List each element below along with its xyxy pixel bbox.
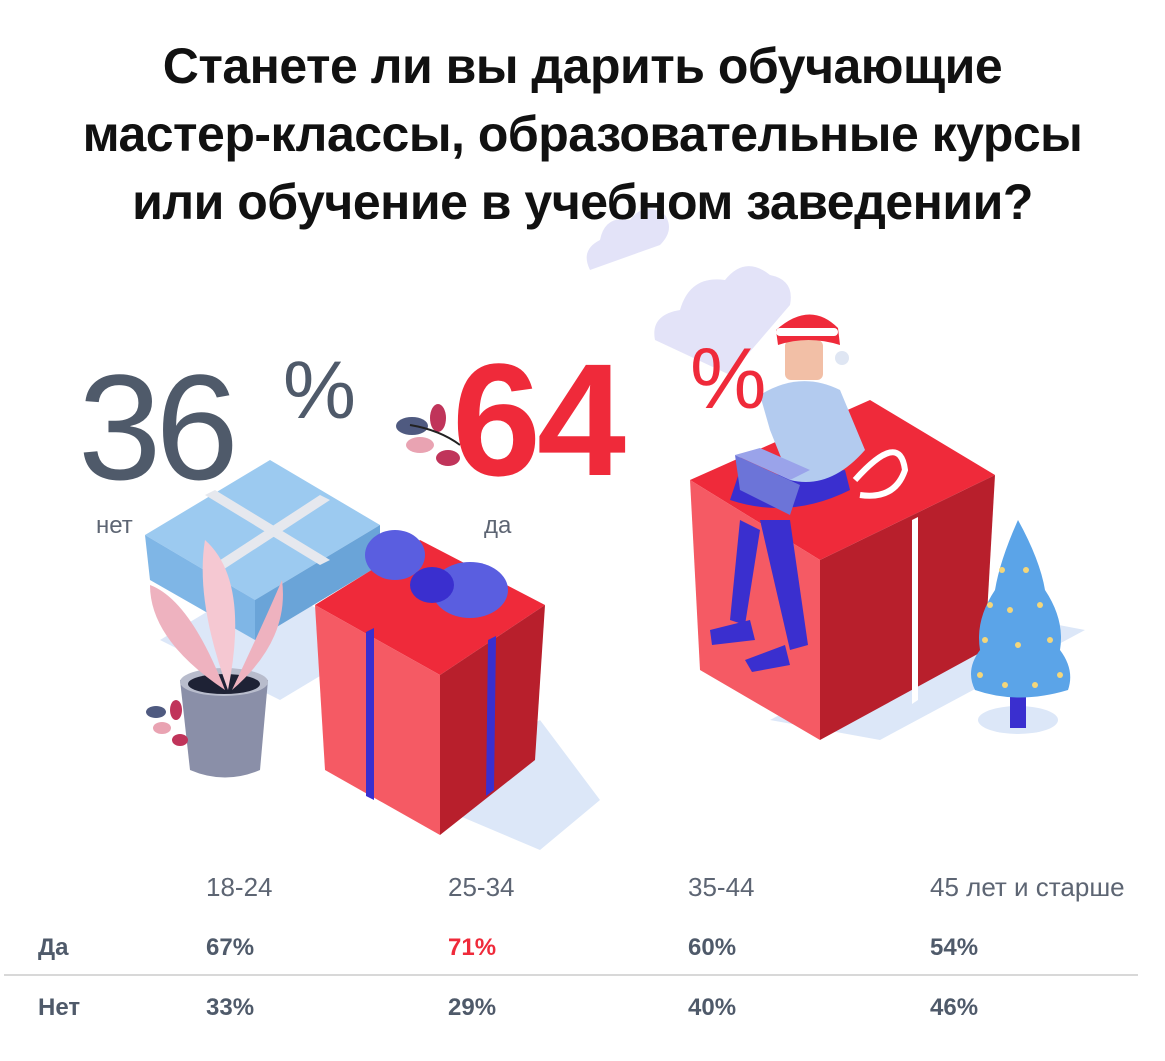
column-header: 18-24 xyxy=(206,872,273,902)
overall-no-label: нет xyxy=(96,512,133,539)
chart-title: Станете ли вы дарить обучающие мастер-кл… xyxy=(0,32,1165,236)
cloud-icon xyxy=(586,208,791,375)
table-cell: 60% xyxy=(688,934,737,961)
gift-box-red-bow-icon xyxy=(315,530,600,850)
person-on-gift-icon xyxy=(690,314,1085,740)
table-cell-highlight: 71% xyxy=(448,934,497,961)
title-line-2: мастер-классы, образовательные курсы xyxy=(82,106,1083,162)
table-cell: 29% xyxy=(448,994,497,1021)
table-cell: 54% xyxy=(930,934,979,961)
row-divider xyxy=(4,974,1138,976)
overall-yes-value: 64 xyxy=(452,330,626,509)
table-cell: 33% xyxy=(206,994,255,1021)
overall-yes-label: да xyxy=(484,512,512,539)
overall-no-percent-sign: % xyxy=(283,345,356,436)
table-cell: 40% xyxy=(688,994,737,1021)
overall-yes-percent-sign: % xyxy=(690,331,767,427)
column-header: 35-44 xyxy=(688,872,755,902)
potted-plant-icon xyxy=(146,540,283,778)
leaf-sprig-icon xyxy=(146,700,188,746)
row-label: Нет xyxy=(38,994,81,1021)
table-cell: 67% xyxy=(206,934,255,961)
column-header: 45 лет и старше xyxy=(930,872,1125,902)
illustration xyxy=(145,208,1085,850)
christmas-tree-icon xyxy=(971,520,1071,734)
column-header: 25-34 xyxy=(448,872,515,902)
title-line-1: Станете ли вы дарить обучающие xyxy=(162,38,1003,94)
row-label: Да xyxy=(38,934,69,961)
overall-no-value: 36 xyxy=(78,343,239,511)
title-line-3: или обучение в учебном заведении? xyxy=(132,174,1033,230)
leaf-sprig-icon xyxy=(396,404,461,466)
table-cell: 46% xyxy=(930,994,979,1021)
